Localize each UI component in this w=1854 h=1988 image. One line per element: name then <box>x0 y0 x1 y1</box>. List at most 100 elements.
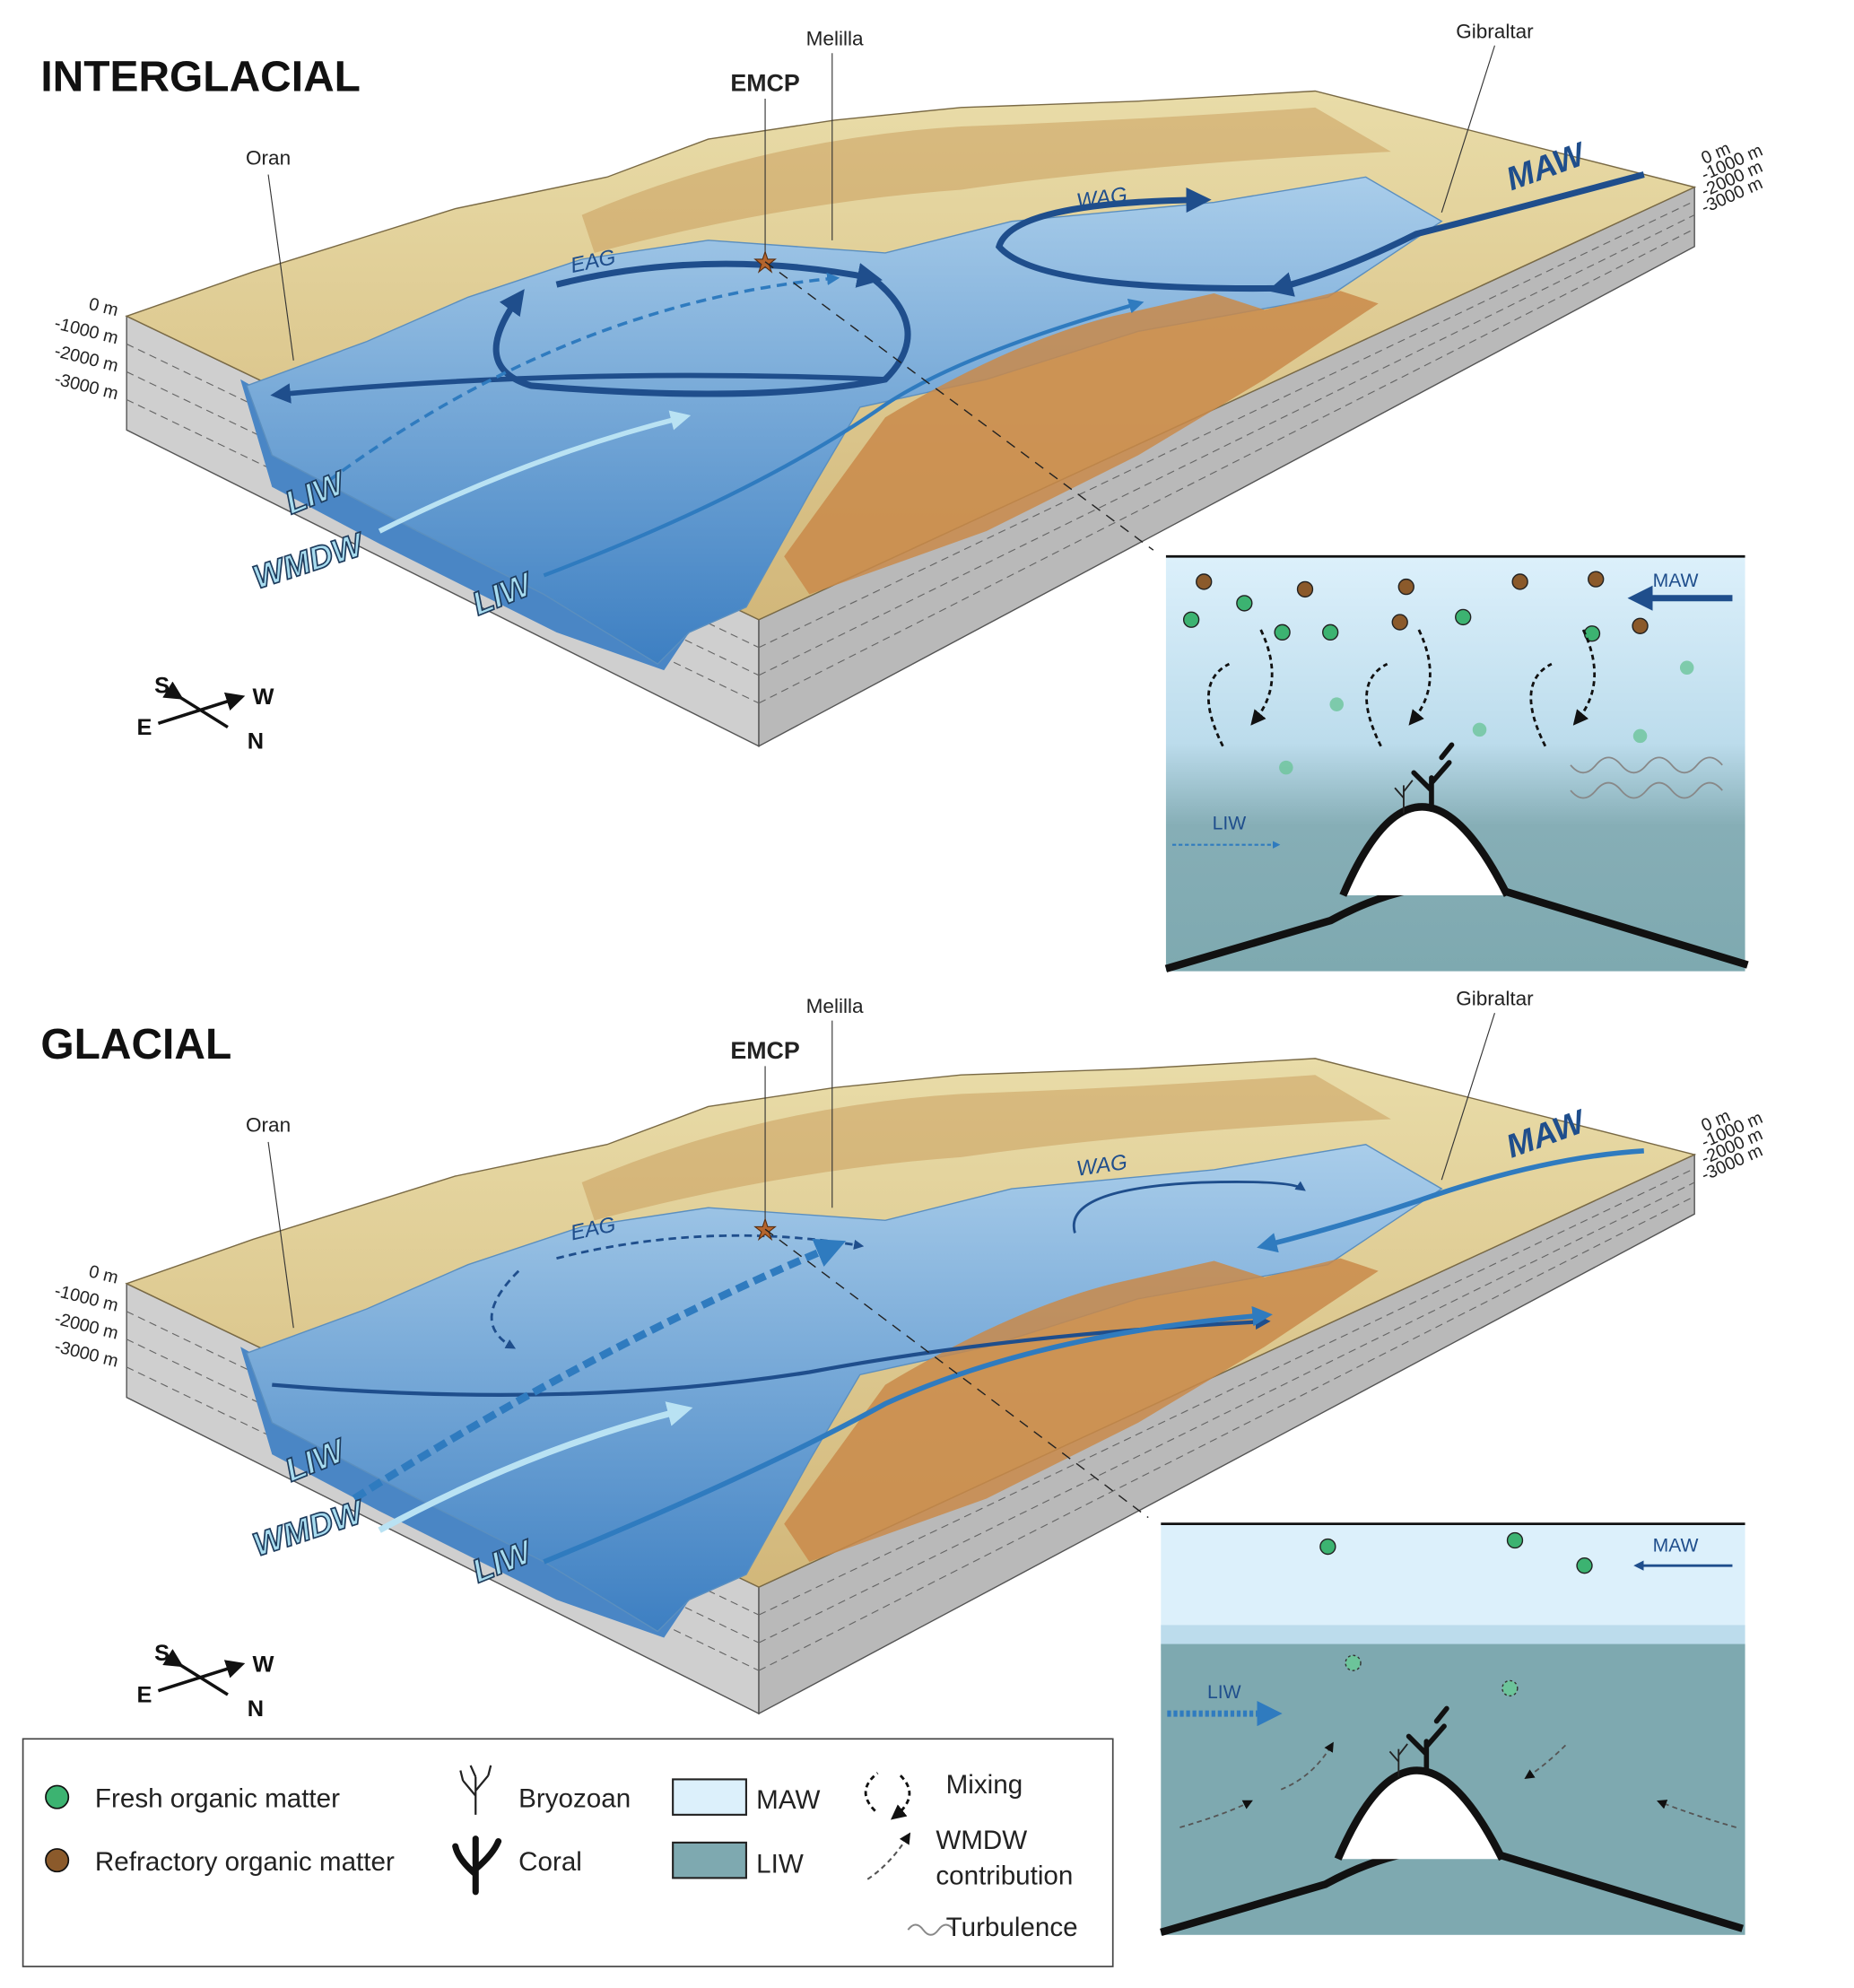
refractory-particle <box>1588 571 1605 588</box>
inset-liw-label: LIW <box>1207 1682 1241 1703</box>
fresh-particle <box>1279 760 1293 775</box>
legend-frame <box>22 1738 1114 1967</box>
legend-turbulence: Turbulence <box>946 1913 1078 1942</box>
turbulence-icon <box>907 1923 954 1936</box>
refractory-particle <box>1632 617 1649 634</box>
compass-label: S <box>154 673 170 698</box>
depth-dash <box>758 214 1695 676</box>
legend: Fresh organic matter Refractory organic … <box>22 1738 1114 1967</box>
current-arrow <box>543 1305 1273 1565</box>
panel: GLACIALOranMelillaEMCPGibraltarEAGWAGMAW… <box>40 988 1765 1722</box>
refractory-particle <box>1391 614 1408 631</box>
legend-refractory: Refractory organic matter <box>95 1847 395 1877</box>
leader-line <box>267 174 294 361</box>
mound <box>1339 803 1511 897</box>
bryozoan <box>1394 780 1414 814</box>
panel-title: GLACIAL <box>40 1021 231 1068</box>
depth-dash <box>758 1168 1695 1616</box>
legend-contribution: contribution <box>936 1861 1073 1890</box>
leader-line <box>1441 1012 1495 1181</box>
place-label: Oran <box>246 1114 291 1137</box>
coral-icon <box>452 1835 502 1896</box>
inset: MAW LIW <box>1160 1522 1745 1937</box>
leader-line <box>1441 45 1495 213</box>
compass-label: N <box>248 1696 264 1722</box>
fresh-particle <box>1506 1531 1524 1549</box>
inset-water-maw <box>1161 1523 1745 1644</box>
mound <box>1334 1766 1506 1862</box>
refractory-particle <box>1196 573 1213 590</box>
current-arrow <box>378 410 692 534</box>
fresh-particle <box>1182 611 1200 628</box>
inset-maw-label: MAW <box>1653 571 1699 591</box>
back-ridge <box>581 107 1391 253</box>
current-arrow <box>1257 1147 1644 1253</box>
current-arrow <box>272 1314 1271 1397</box>
current-arrow <box>327 272 840 483</box>
fresh-particle <box>1679 660 1694 676</box>
place-label: Gibraltar <box>1456 988 1534 1010</box>
water-mass-label: WMDW <box>248 1493 370 1564</box>
fresh-particle <box>1455 608 1472 626</box>
current-arrow <box>555 260 883 288</box>
depth-label: 0 m <box>87 294 120 320</box>
bryozoan-icon <box>459 1765 492 1815</box>
inset-maw-label: MAW <box>1653 1536 1699 1556</box>
coral <box>1406 1705 1449 1776</box>
legend-coral: Coral <box>518 1847 582 1877</box>
current-arrow <box>543 298 1145 578</box>
legend-maw: MAW <box>756 1785 820 1815</box>
current-arrow <box>270 372 886 404</box>
depth-dash <box>758 200 1695 649</box>
depth-dash <box>758 1196 1695 1671</box>
mixing-loop <box>1529 629 1597 747</box>
maw-swatch <box>672 1778 747 1816</box>
depth-dash <box>758 228 1695 704</box>
fresh-particle <box>1236 595 1253 612</box>
wmdw-icon <box>866 1832 911 1880</box>
depth-dash <box>758 1181 1695 1644</box>
compass-label: S <box>154 1641 170 1666</box>
emcp-star <box>753 249 777 274</box>
water-mass-label: WMDW <box>248 525 370 596</box>
compass-arrows <box>157 695 238 729</box>
place-label: Gibraltar <box>1456 20 1534 42</box>
mountain-ridge <box>784 1258 1379 1562</box>
place-label: Melilla <box>806 995 864 1017</box>
fresh-particle <box>1345 1654 1362 1671</box>
fresh-particle <box>1501 1679 1519 1697</box>
turbulence <box>1570 756 1723 774</box>
compass-label: W <box>252 684 274 710</box>
coral <box>1411 742 1455 813</box>
fresh-icon <box>45 1784 70 1809</box>
mixing-loop <box>1365 629 1432 747</box>
inset: MAW LIW <box>1164 554 1749 972</box>
place-label: Melilla <box>806 28 864 50</box>
fresh-particle <box>1319 1538 1336 1556</box>
back-ridge <box>581 1075 1391 1221</box>
section-line <box>764 1228 1149 1519</box>
depth-label: 0 m <box>87 1261 120 1287</box>
fresh-particle <box>1576 1557 1593 1574</box>
mixing-loop <box>1206 629 1274 747</box>
legend-mixing: Mixing <box>946 1770 1023 1800</box>
liw-swatch <box>672 1841 747 1879</box>
place-label: Oran <box>246 146 291 169</box>
current-arrow <box>492 275 911 397</box>
current-arrow <box>490 1269 520 1349</box>
legend-fresh: Fresh organic matter <box>95 1783 340 1813</box>
bryozoan <box>1388 1743 1408 1777</box>
current-arrow <box>995 187 1278 292</box>
section-line <box>764 261 1154 551</box>
wmdw-contribution <box>1524 1744 1567 1780</box>
refractory-particle <box>1397 578 1414 596</box>
leader-line <box>267 1141 294 1329</box>
current-arrow <box>1072 1181 1306 1234</box>
legend-liw: LIW <box>756 1850 804 1879</box>
refractory-particle <box>1511 573 1528 590</box>
compass-arrows <box>157 1663 238 1696</box>
compass-label: W <box>252 1652 274 1678</box>
inset-liw-label: LIW <box>1213 814 1247 834</box>
